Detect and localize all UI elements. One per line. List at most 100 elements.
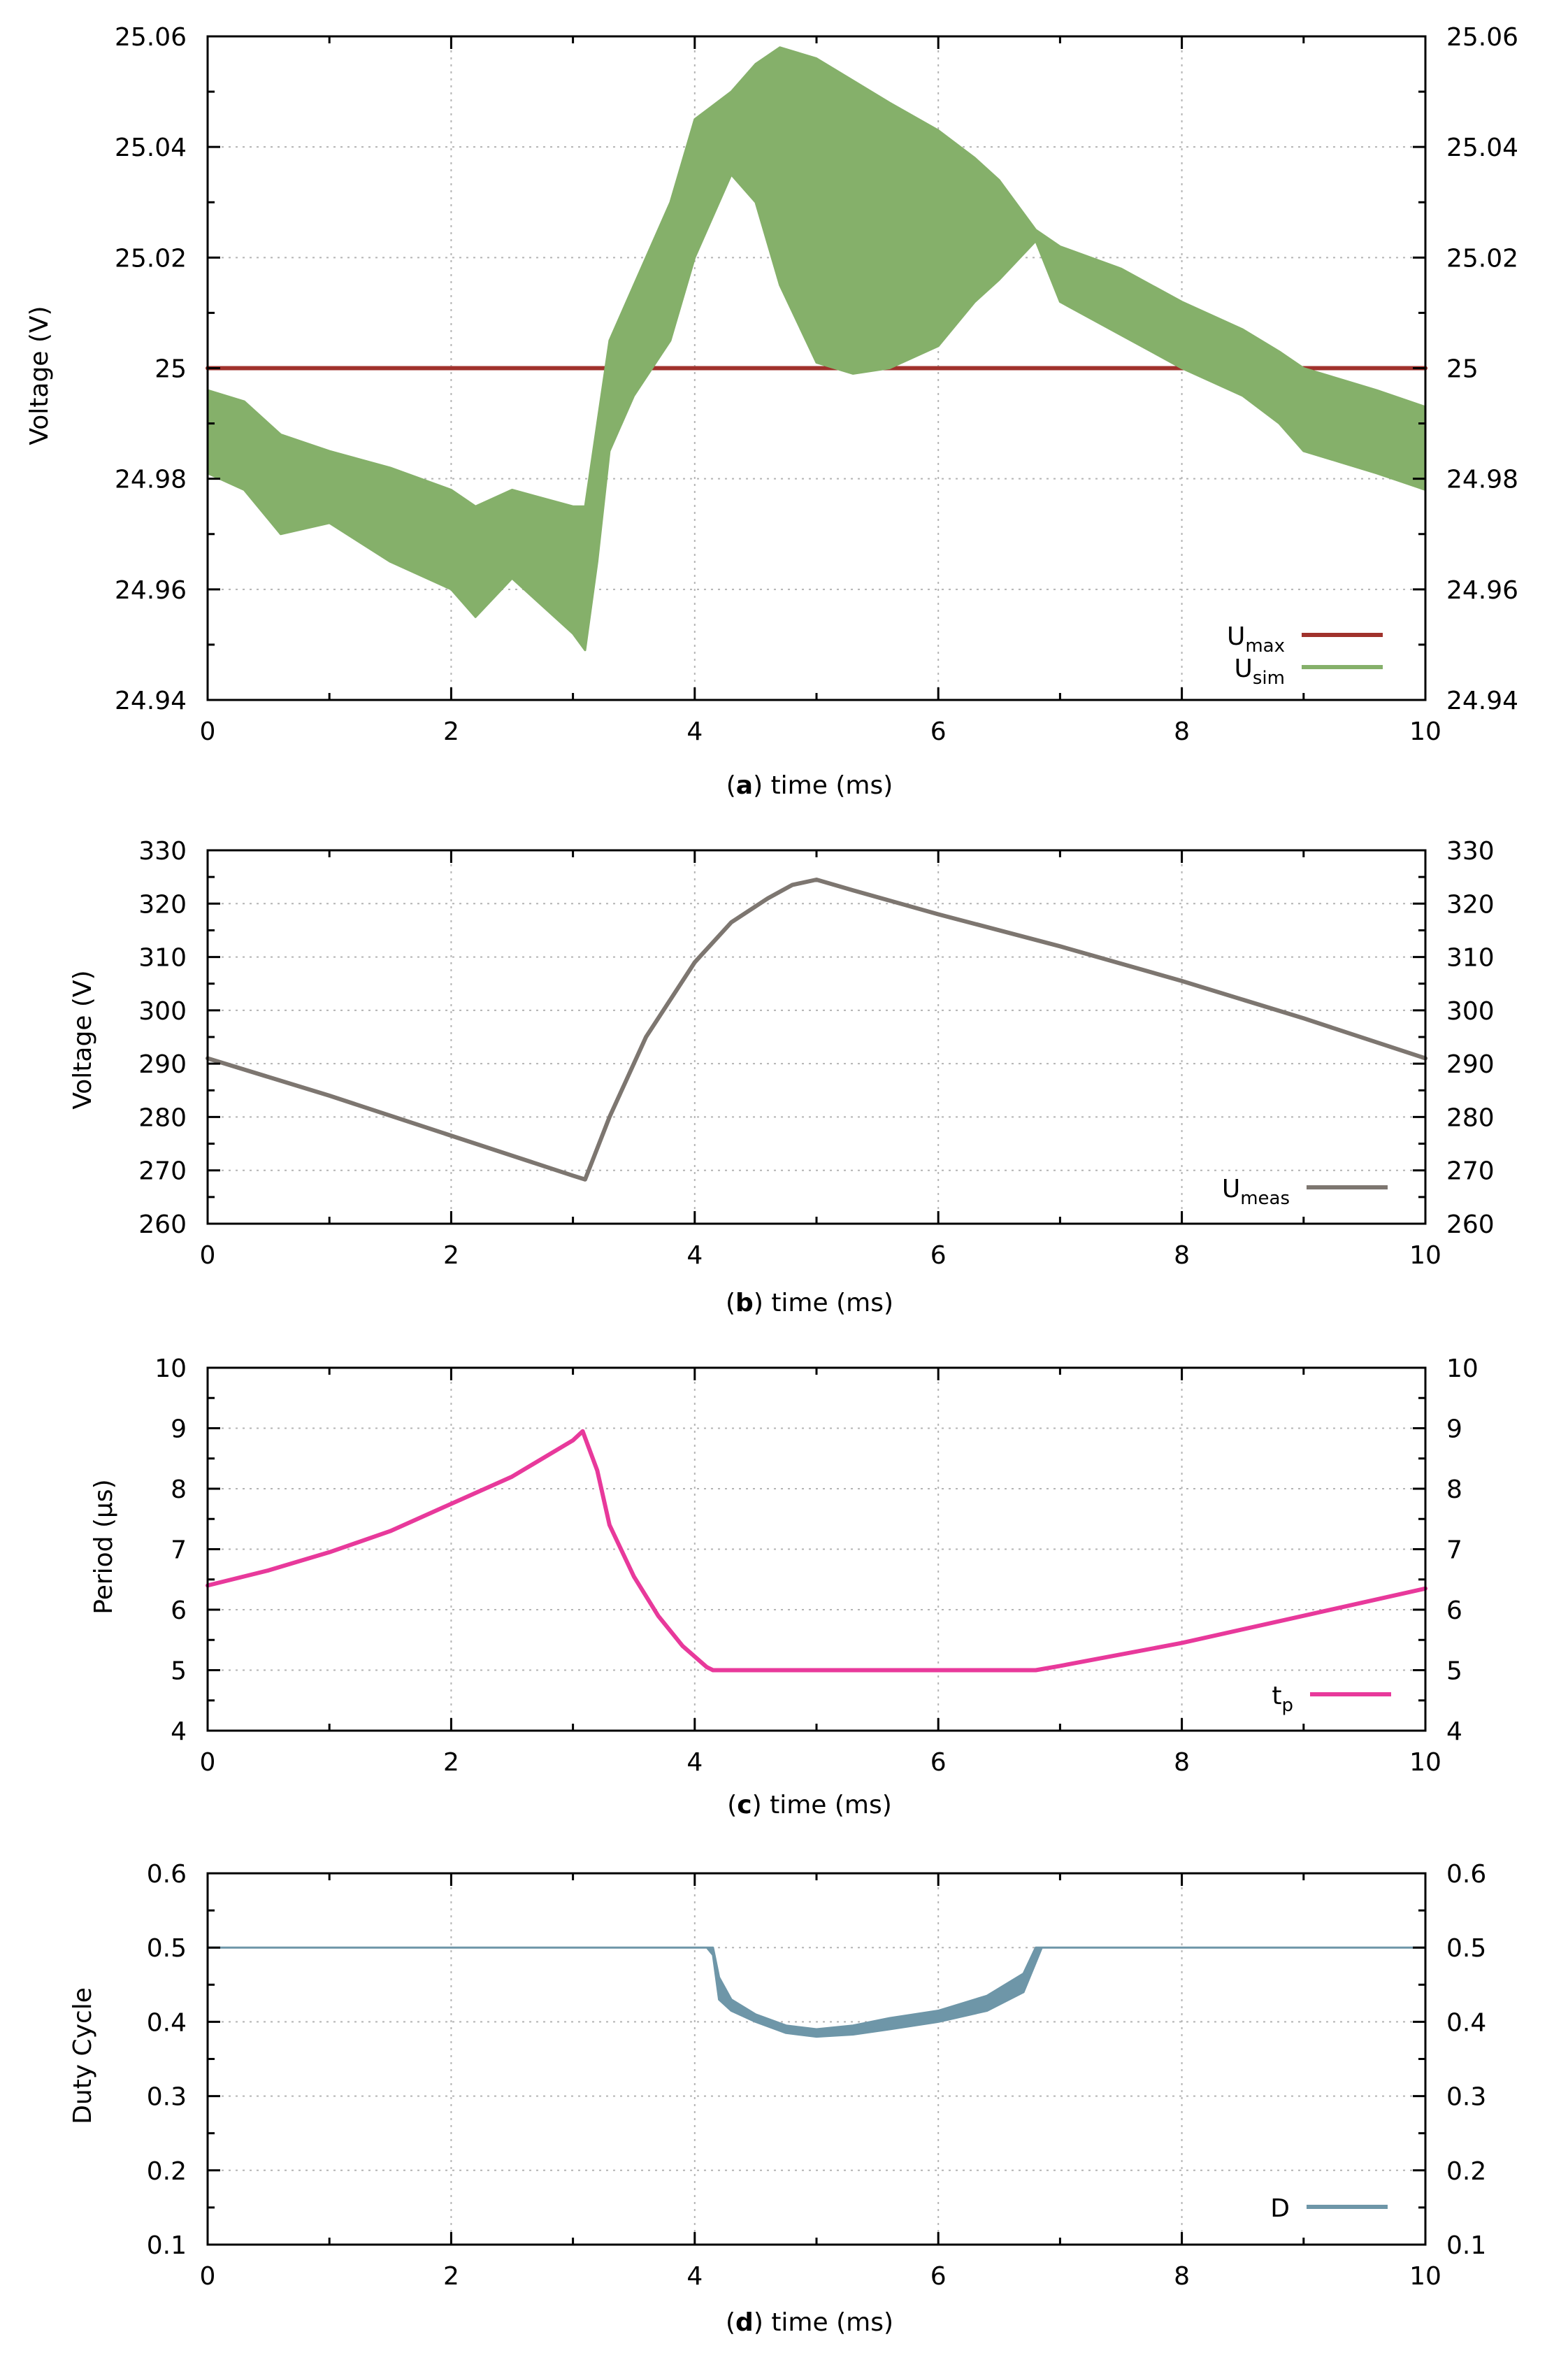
panel-b-ytick-label-right: 280 (1446, 1103, 1495, 1132)
panel-b-ytick-label-left: 330 (138, 837, 187, 866)
panel-d-ytick-label-left: 0.1 (147, 2231, 187, 2260)
panel-b-ytick-label-left: 320 (138, 890, 187, 919)
panel-d-frame (206, 1872, 1427, 2246)
panel-d-duty-cycle: Duty Cycle (d) time (ms) 0 2 4 6 8 100.1 0.10.… (69, 1860, 1486, 2337)
panel-c-ytick-label-right: 4 (1446, 1717, 1462, 1746)
panel-b-ytick-label-right: 300 (1446, 997, 1495, 1026)
panel-d-xtick-label: 8 (1174, 2262, 1190, 2291)
panel-c-caption: (c) time (ms) (727, 1791, 892, 1819)
panel-b-ytick-label-right: 330 (1446, 837, 1495, 866)
panel-c-xtick-label: 4 (686, 1748, 703, 1777)
panel-d-xtick-label: 4 (686, 2262, 703, 2291)
panel-a-ytick-label-left: 24.98 (115, 466, 187, 494)
panel-d-xtick-label: 0 (200, 2262, 216, 2291)
panel-d-ytick-label-right: 0.1 (1446, 2231, 1486, 2260)
panel-c-ytick-label-left: 5 (171, 1657, 187, 1686)
panel-b-ytick-label-left: 310 (138, 944, 187, 973)
panel-b-ytick-label-left: 280 (138, 1103, 187, 1132)
panel-c-ytick-label-left: 8 (171, 1475, 187, 1504)
panel-a-ytick-label-right: 25.02 (1446, 244, 1518, 273)
panel-d-ytick-label-left: 0.6 (147, 1860, 187, 1889)
panel-b-ylabel: Voltage (V) (69, 970, 97, 1109)
panel-c-ytick-label-right: 6 (1446, 1596, 1462, 1625)
panel-b-xtick-label: 6 (930, 1241, 947, 1270)
panel-c-series-t-p-line (206, 1429, 1427, 1673)
panel-b-series-u-meas-line (206, 878, 1427, 1182)
panel-b-ytick-label-left: 260 (138, 1210, 187, 1239)
panel-c-ytick-label-right: 8 (1446, 1475, 1462, 1504)
panel-b-ytick-label-left: 270 (138, 1157, 187, 1186)
panel-d-ytick-label-left: 0.5 (147, 1934, 187, 1963)
panel-a-ytick-label-left: 25.06 (115, 23, 187, 52)
panel-c-xtick-label: 8 (1174, 1748, 1190, 1777)
panel-a-ytick-label-left: 25 (154, 355, 187, 384)
panel-d-ylabel: Duty Cycle (69, 1987, 97, 2124)
panel-a-xtick-label: 10 (1409, 717, 1441, 746)
panel-b-frame (206, 849, 1427, 1225)
panel-c-ytick-label-right: 10 (1446, 1354, 1479, 1383)
panel-a-ytick-label-right: 25.06 (1446, 23, 1518, 52)
panel-c-xtick-label: 0 (200, 1748, 216, 1777)
panel-d-xtick-label: 6 (930, 2262, 947, 2291)
panel-a-ytick-label-right: 25.04 (1446, 134, 1518, 162)
panel-d-ytick-label-left: 0.2 (147, 2157, 187, 2186)
panel-b-xtick-label: 2 (443, 1241, 459, 1270)
panel-d-caption: (d) time (ms) (726, 2308, 893, 2337)
panel-c-legend-label: tp (1272, 1682, 1293, 1716)
panel-c-ytick-label-right: 9 (1446, 1415, 1462, 1444)
panel-a-xtick-label: 8 (1174, 717, 1190, 746)
panel-d-ytick-label-right: 0.6 (1446, 1860, 1486, 1889)
panel-d-ytick-label-right: 0.5 (1446, 1934, 1486, 1963)
panel-a-ytick-label-right: 24.98 (1446, 466, 1518, 494)
panel-b-caption: (b) time (ms) (726, 1289, 893, 1317)
panel-a-legend-label: Usim (1235, 655, 1285, 689)
panel-a-legend-label: Umax (1227, 622, 1285, 657)
panel-c-ytick-label-right: 7 (1446, 1536, 1462, 1565)
panel-b-xtick-label: 0 (200, 1241, 216, 1270)
panel-b-xtick-label: 10 (1409, 1241, 1441, 1270)
panel-c-ytick-label-left: 7 (171, 1536, 187, 1565)
panel-b-ytick-label-right: 310 (1446, 944, 1495, 973)
panel-a-ytick-label-left: 24.96 (115, 576, 187, 605)
panel-d-xtick-label: 10 (1409, 2262, 1441, 2291)
panel-d-ytick-label-left: 0.3 (147, 2083, 187, 2112)
panel-d-legend-label: D (1270, 2194, 1290, 2223)
panel-b-ytick-label-right: 290 (1446, 1050, 1495, 1079)
panel-a-xtick-label: 2 (443, 717, 459, 746)
panel-c-ylabel: Period (µs) (89, 1479, 118, 1614)
panel-a-caption: (a) time (ms) (726, 771, 893, 800)
panel-d-ytick-label-left: 0.4 (147, 2008, 187, 2037)
panel-a-xtick-label: 4 (686, 717, 703, 746)
panel-d-ytick-label-right: 0.2 (1446, 2157, 1486, 2186)
panel-c-xtick-label: 6 (930, 1748, 947, 1777)
panel-d-ytick-label-right: 0.4 (1446, 2008, 1486, 2037)
panel-b-legend-label: Umeas (1222, 1175, 1290, 1209)
panel-c-ytick-label-left: 4 (171, 1717, 187, 1746)
panel-b-ytick-label-left: 300 (138, 997, 187, 1026)
panel-a-ytick-label-left: 24.94 (115, 687, 187, 715)
panel-c-ytick-label-left: 10 (154, 1354, 187, 1383)
panel-b-ytick-label-left: 290 (138, 1050, 187, 1079)
panel-a-ytick-label-right: 24.94 (1446, 687, 1518, 715)
panel-b-ytick-label-right: 260 (1446, 1210, 1495, 1239)
panel-a-ytick-label-right: 25 (1446, 355, 1479, 384)
panel-b-ytick-label-right: 270 (1446, 1157, 1495, 1186)
panel-c-xtick-label: 2 (443, 1748, 459, 1777)
panel-c-ytick-label-right: 5 (1446, 1657, 1462, 1686)
panel-d-ytick-label-right: 0.3 (1446, 2083, 1486, 2112)
panel-c-ytick-label-left: 6 (171, 1596, 187, 1625)
panel-c-period: Period (µs) (c) time (ms) 0 2 4 6 8 104 45 56 67… (89, 1354, 1479, 1819)
panel-b-xtick-label: 8 (1174, 1241, 1190, 1270)
panel-d-xtick-label: 2 (443, 2262, 459, 2291)
panel-a-ytick-label-left: 25.04 (115, 134, 187, 162)
panel-d-series-d-band (206, 1946, 1427, 2038)
panel-c-ytick-label-left: 9 (171, 1415, 187, 1444)
panel-c-xtick-label: 10 (1409, 1748, 1441, 1777)
panel-b-ytick-label-right: 320 (1446, 890, 1495, 919)
panel-a-ytick-label-left: 25.02 (115, 244, 187, 273)
panel-b-xtick-label: 4 (686, 1241, 703, 1270)
panel-a-ytick-label-right: 24.96 (1446, 576, 1518, 605)
